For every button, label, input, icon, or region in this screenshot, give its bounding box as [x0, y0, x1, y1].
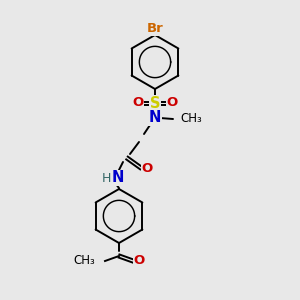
Text: CH₃: CH₃: [73, 254, 95, 268]
Text: O: O: [134, 254, 145, 268]
Text: Br: Br: [147, 22, 164, 35]
Text: N: N: [149, 110, 161, 125]
Text: O: O: [141, 161, 153, 175]
Text: O: O: [132, 97, 144, 110]
Text: O: O: [167, 97, 178, 110]
Text: CH₃: CH₃: [180, 112, 202, 125]
Text: S: S: [150, 95, 160, 110]
Text: N: N: [112, 170, 124, 185]
Text: H: H: [102, 172, 111, 184]
